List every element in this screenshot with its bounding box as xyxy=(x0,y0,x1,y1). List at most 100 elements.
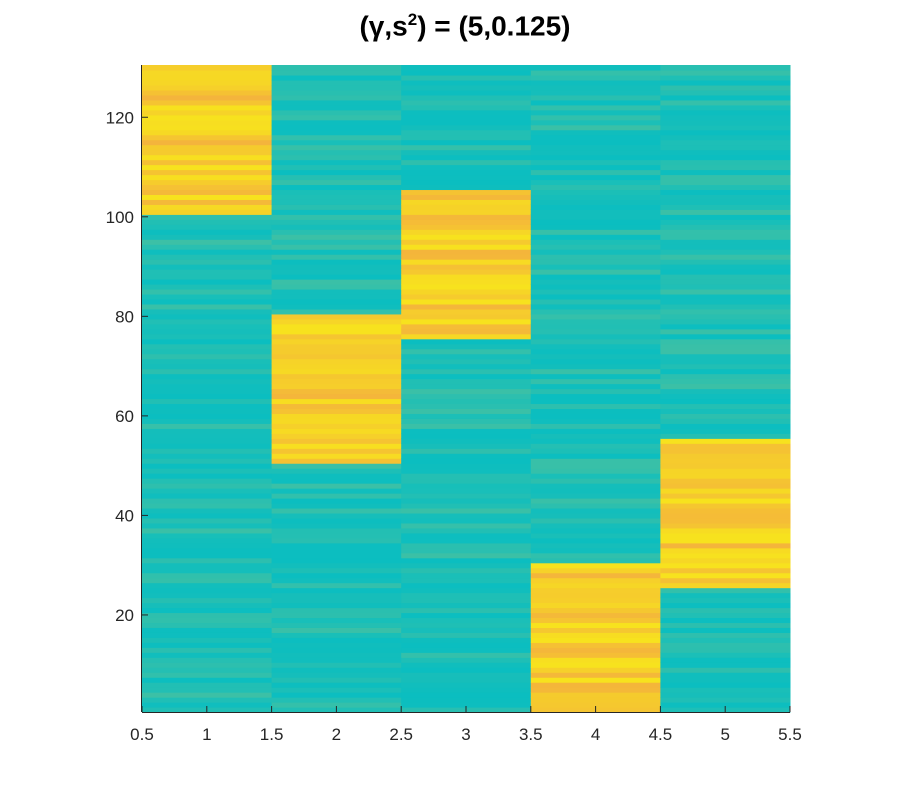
heatmap-cell xyxy=(142,677,273,683)
heatmap-cell xyxy=(660,468,791,474)
heatmap-cell xyxy=(530,139,661,146)
heatmap-cell xyxy=(271,527,402,534)
heatmap-cell xyxy=(530,164,661,171)
heatmap-cell xyxy=(660,687,791,693)
heatmap-cell xyxy=(530,358,661,365)
heatmap-cell xyxy=(530,134,661,141)
heatmap-cell xyxy=(530,507,661,514)
heatmap-cell xyxy=(271,303,402,310)
heatmap-cell xyxy=(271,164,402,171)
heatmap-cell xyxy=(142,458,273,464)
heatmap-cell xyxy=(660,224,791,230)
heatmap-cell xyxy=(530,473,661,479)
heatmap-cell xyxy=(271,279,402,285)
x-tick-label: 1.5 xyxy=(260,725,284,744)
heatmap-cell xyxy=(271,99,402,106)
heatmap-cell xyxy=(530,562,661,569)
heatmap-cell xyxy=(142,607,273,614)
heatmap-cell xyxy=(660,214,791,220)
heatmap-cell xyxy=(401,328,532,335)
heatmap-cell xyxy=(271,418,402,424)
heatmap-cell xyxy=(271,249,402,255)
heatmap-cell xyxy=(271,587,402,594)
heatmap-cell xyxy=(530,293,661,300)
heatmap-cell xyxy=(271,378,402,385)
heatmap-cell xyxy=(271,662,402,668)
heatmap-cell xyxy=(142,84,273,91)
heatmap-cell xyxy=(142,687,273,693)
heatmap-cell xyxy=(142,288,273,295)
heatmap-cell xyxy=(530,194,661,200)
heatmap-cell xyxy=(271,224,402,230)
heatmap-cell xyxy=(271,423,402,429)
heatmap-cell xyxy=(142,448,273,454)
heatmap-cell xyxy=(660,662,791,668)
heatmap-cell xyxy=(530,662,661,668)
heatmap-cell xyxy=(401,453,532,459)
heatmap-cell xyxy=(142,119,273,126)
heatmap-cell xyxy=(271,517,402,524)
heatmap-cell xyxy=(401,169,532,176)
heatmap-cell xyxy=(271,667,402,673)
heatmap-cell xyxy=(401,632,532,638)
heatmap-cell xyxy=(530,124,661,131)
heatmap-cell xyxy=(142,502,273,509)
heatmap-cell xyxy=(660,338,791,345)
heatmap-cell xyxy=(401,393,532,400)
heatmap-cell xyxy=(271,343,402,350)
heatmap-cell xyxy=(530,702,661,708)
heatmap-cell xyxy=(530,398,661,405)
heatmap-cell xyxy=(271,323,402,330)
heatmap-cell xyxy=(660,288,791,295)
heatmap-cell xyxy=(530,288,661,295)
heatmap-cell xyxy=(401,358,532,365)
heatmap-cell xyxy=(401,617,532,624)
heatmap-cell xyxy=(530,423,661,429)
heatmap-cell xyxy=(401,443,532,449)
heatmap-cell xyxy=(142,99,273,106)
heatmap-cell xyxy=(142,94,273,101)
heatmap-cell xyxy=(401,184,532,191)
heatmap-cell xyxy=(401,363,532,370)
heatmap-cell xyxy=(142,567,273,574)
heatmap-cell xyxy=(142,662,273,668)
heatmap-cell xyxy=(142,622,273,628)
heatmap-cell xyxy=(142,632,273,638)
heatmap-cell xyxy=(271,622,402,628)
heatmap-cell xyxy=(142,224,273,230)
heatmap-cell xyxy=(401,662,532,668)
heatmap-cell xyxy=(660,642,791,648)
heatmap-cell xyxy=(271,69,402,76)
heatmap-cell xyxy=(142,582,273,589)
heatmap-cell xyxy=(660,65,791,71)
heatmap-cell xyxy=(401,547,532,554)
heatmap-cell xyxy=(271,74,402,81)
heatmap-cell xyxy=(660,458,791,464)
heatmap-cell xyxy=(401,557,532,564)
heatmap-cell xyxy=(401,682,532,688)
heatmap-cell xyxy=(142,602,273,609)
heatmap-cell xyxy=(660,398,791,405)
heatmap-cell xyxy=(401,323,532,330)
heatmap-cell xyxy=(142,293,273,300)
heatmap-cell xyxy=(530,522,661,529)
heatmap-cell xyxy=(401,512,532,519)
heatmap-cell xyxy=(271,84,402,91)
x-tick-label: 0.5 xyxy=(130,725,154,744)
heatmap-cell xyxy=(271,383,402,390)
heatmap-cell xyxy=(271,647,402,653)
heatmap-cell xyxy=(660,672,791,678)
heatmap-cell xyxy=(530,274,661,280)
heatmap-cell xyxy=(142,124,273,131)
heatmap-cell xyxy=(401,229,532,235)
heatmap-cell xyxy=(401,74,532,81)
heatmap-cell xyxy=(660,119,791,126)
heatmap-cell xyxy=(530,204,661,210)
heatmap-cell xyxy=(142,418,273,424)
heatmap-cell xyxy=(142,259,273,265)
heatmap-cell xyxy=(530,89,661,96)
heatmap-cell xyxy=(660,109,791,116)
heatmap-cell xyxy=(401,79,532,86)
heatmap-cell xyxy=(142,333,273,340)
heatmap-cell xyxy=(530,343,661,350)
